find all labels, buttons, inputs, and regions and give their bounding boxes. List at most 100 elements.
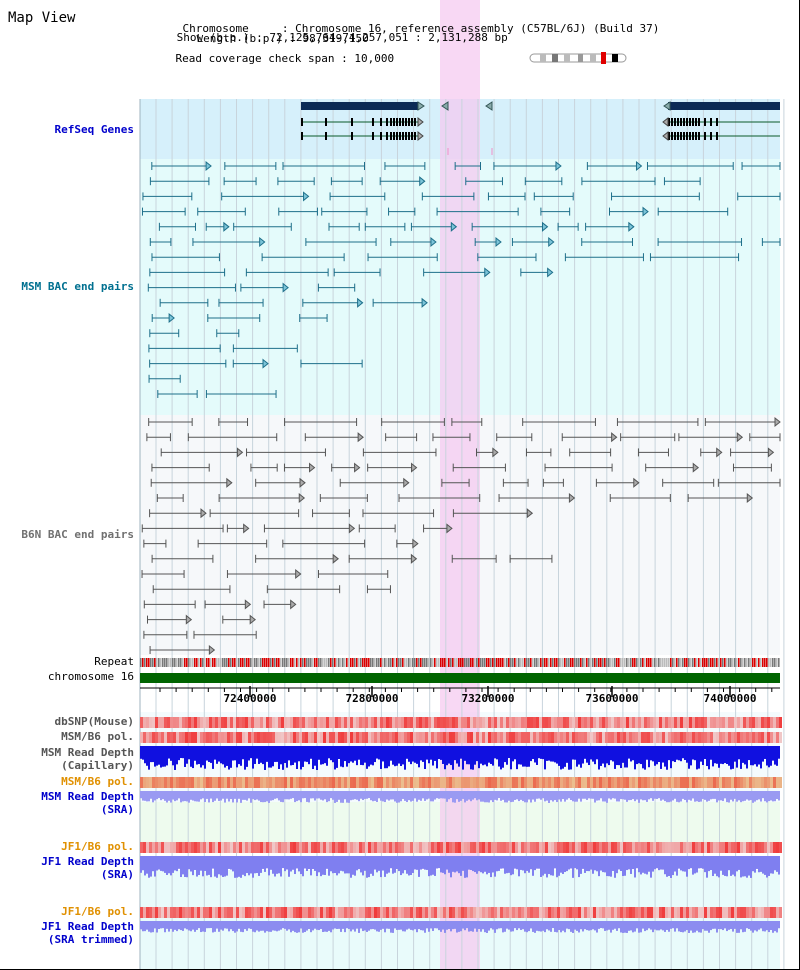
depth-bar: [504, 921, 506, 932]
depth-bar: [272, 921, 274, 931]
repeat-mark: [420, 658, 422, 667]
depth-bar: [678, 856, 680, 869]
heat-cell: [173, 717, 176, 728]
depth-bar: [562, 856, 564, 874]
heat-cell: [713, 717, 716, 728]
depth-bar: [500, 746, 502, 770]
bac-end-arrow-icon: [298, 492, 306, 504]
selection-highlight[interactable]: [440, 0, 480, 970]
heat-cell: [626, 717, 629, 728]
depth-bar: [246, 746, 248, 767]
depth-bar: [492, 791, 494, 803]
depth-bar: [232, 856, 234, 872]
depth-bar: [674, 746, 676, 763]
depth-bar: [210, 856, 212, 878]
heat-cell: [233, 907, 236, 918]
heat-cell: [257, 732, 260, 743]
depth-bar: [140, 921, 142, 930]
msm-read-depth-cap-label[interactable]: MSM Read Depth: [41, 746, 134, 759]
msm-b6-pol-label[interactable]: MSM/B6 pol.: [61, 730, 134, 743]
bac-end-arrow-icon: [492, 447, 499, 458]
jf1-read-depth-trim-label[interactable]: JF1 Read Depth: [41, 920, 134, 933]
depth-bar: [508, 746, 510, 759]
depth-bar: [486, 746, 488, 767]
heat-cell: [500, 717, 503, 728]
heat-cell: [182, 732, 185, 743]
repeat-mark: [408, 658, 410, 667]
heat-cell: [248, 907, 251, 918]
heat-cell: [467, 842, 470, 853]
depth-bar: [718, 921, 720, 930]
jf1-b6-pol-label[interactable]: JF1/B6 pol.: [61, 840, 134, 853]
depth-bar: [276, 921, 278, 932]
heat-cell: [167, 717, 170, 728]
heat-cell: [467, 732, 470, 743]
msm-read-depth-sra-label[interactable]: MSM Read Depth: [41, 790, 134, 803]
depth-bar: [394, 856, 396, 873]
heat-cell: [482, 907, 485, 918]
heat-cell: [158, 732, 161, 743]
depth-bar: [722, 746, 724, 765]
depth-bar: [284, 856, 286, 872]
depth-bar: [402, 791, 404, 799]
depth-bar: [178, 921, 180, 930]
heat-cell: [587, 732, 590, 743]
jf1-b6-pol-trim-label[interactable]: JF1/B6 pol.: [61, 905, 134, 918]
msm-b6-pol-sra-label[interactable]: MSM/B6 pol.: [61, 775, 134, 788]
msm-bac-label[interactable]: MSM BAC end pairs: [21, 280, 134, 293]
depth-bar: [276, 791, 278, 799]
depth-bar: [280, 921, 282, 930]
repeat-mark: [664, 658, 666, 667]
depth-bar: [684, 791, 686, 801]
heat-cell: [581, 777, 584, 788]
depth-bar: [326, 791, 328, 803]
heat-cell: [170, 842, 173, 853]
heat-cell: [320, 717, 323, 728]
depth-bar: [774, 791, 776, 802]
heat-cell: [527, 732, 530, 743]
depth-bar: [472, 921, 474, 932]
depth-bar: [352, 746, 354, 763]
heat-cell: [317, 842, 320, 853]
chromosome-ideogram[interactable]: [528, 51, 630, 65]
depth-bar: [160, 921, 162, 929]
depth-bar: [296, 921, 298, 933]
heat-cell: [620, 717, 623, 728]
heat-cell: [176, 732, 179, 743]
heat-cell: [422, 842, 425, 853]
heat-cell: [248, 842, 251, 853]
depth-bar: [332, 746, 334, 763]
heat-cell: [299, 732, 302, 743]
heat-cell: [674, 717, 677, 728]
heat-cell: [773, 907, 776, 918]
heat-cell: [140, 842, 143, 853]
repeat-mark: [602, 658, 604, 667]
b6n-bac-label[interactable]: B6N BAC end pairs: [21, 528, 134, 541]
depth-bar: [506, 746, 508, 765]
depth-bar: [426, 921, 428, 929]
repeat-mark: [338, 658, 340, 667]
depth-bar: [544, 791, 546, 802]
heat-cell: [650, 732, 653, 743]
heat-cell: [536, 907, 539, 918]
depth-bar: [166, 791, 168, 803]
depth-bar: [646, 856, 648, 875]
depth-bar: [346, 746, 348, 767]
refseq-genes-label[interactable]: RefSeq Genes: [54, 123, 134, 136]
depth-bar: [168, 856, 170, 874]
depth-bar: [204, 856, 206, 871]
depth-bar: [436, 921, 438, 929]
repeat-mark: [726, 658, 728, 667]
depth-bar: [234, 921, 236, 933]
dbsnp-label[interactable]: dbSNP(Mouse): [54, 715, 134, 728]
depth-bar: [658, 791, 660, 799]
heat-cell: [215, 717, 218, 728]
depth-bar: [602, 921, 604, 929]
depth-bar: [748, 746, 750, 761]
jf1-read-depth-label[interactable]: JF1 Read Depth: [41, 855, 134, 868]
bac-end-arrow-icon: [223, 221, 230, 232]
depth-bar: [514, 856, 516, 869]
heat-cell: [656, 717, 659, 728]
depth-bar: [732, 921, 734, 932]
